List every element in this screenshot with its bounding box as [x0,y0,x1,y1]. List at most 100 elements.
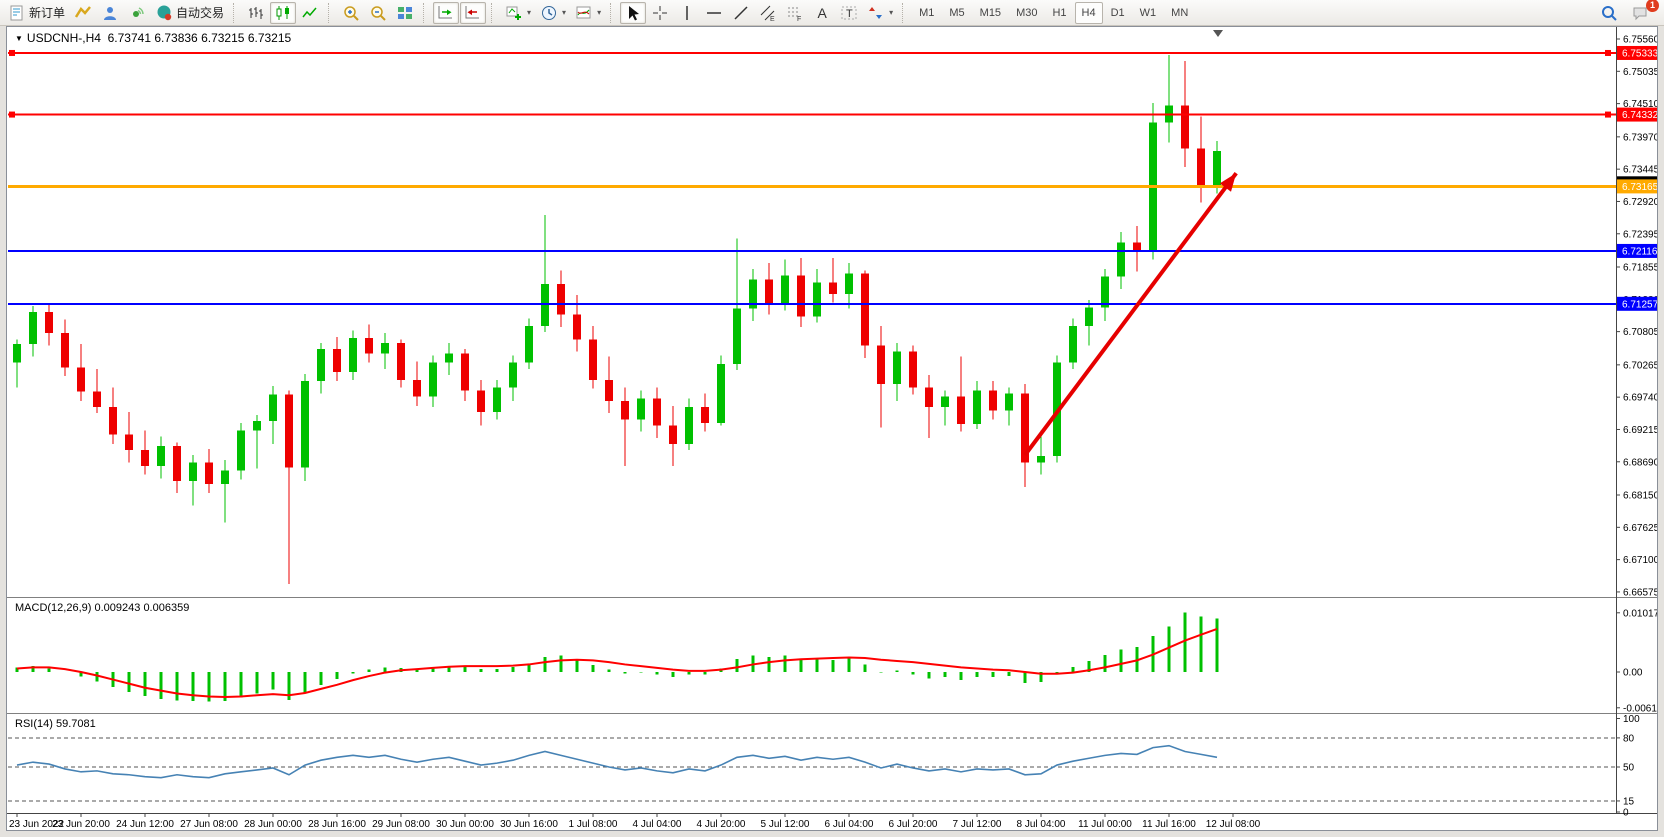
tf-m15[interactable]: M15 [979,6,1002,19]
templates-button[interactable]: ▾ [571,2,605,24]
svg-text:29 Jun 08:00: 29 Jun 08:00 [372,819,430,830]
horizontal-line-button[interactable] [701,2,727,24]
vertical-line-button[interactable] [674,2,700,24]
trendline-button[interactable] [728,2,754,24]
search-button[interactable] [1596,2,1622,24]
tile-windows-button[interactable] [392,2,418,24]
svg-text:27 Jun 08:00: 27 Jun 08:00 [180,819,238,830]
svg-text:28 Jun 00:00: 28 Jun 00:00 [244,819,302,830]
tf-m1[interactable]: M1 [919,6,935,19]
tf-mn[interactable]: MN [1171,6,1189,19]
trendline-icon [734,5,748,20]
svg-text:80: 80 [1623,733,1635,744]
signal-icon [133,6,144,17]
svg-text:50: 50 [1623,763,1635,774]
line-chart-button[interactable] [297,2,323,24]
arrows-button[interactable]: ▾ [863,2,897,24]
text-a-icon: A [818,5,828,21]
new-order-button[interactable]: 新订单 [4,2,69,24]
clock-icon [542,5,557,20]
svg-text:1 Jul 08:00: 1 Jul 08:00 [569,819,618,830]
profile-icon [104,6,117,20]
svg-text:6.71257: 6.71257 [1622,299,1657,310]
fibo-icon: F [788,7,801,22]
tf-h4[interactable]: H4 [1074,1,1103,24]
channel-button[interactable]: E [755,2,781,24]
fibonacci-button[interactable]: F [782,2,808,24]
autoscroll-icon [438,5,453,18]
svg-text:6.74332: 6.74332 [1622,110,1657,121]
svg-text:11 Jul 00:00: 11 Jul 00:00 [1078,819,1132,830]
svg-text:6.66575: 6.66575 [1623,587,1657,598]
svg-text:0.00: 0.00 [1623,668,1643,679]
svg-text:24 Jun 12:00: 24 Jun 12:00 [116,819,174,830]
svg-text:6.71855: 6.71855 [1623,263,1657,274]
cursor-icon [629,5,640,20]
signals-button[interactable] [124,2,150,24]
price-chart[interactable]: 6.75560 6.75035 6.74510 6.73970 6.73445 6.729… [7,27,1657,830]
text-button[interactable]: A [809,2,835,24]
chat-button[interactable]: 1 [1628,0,1659,24]
dropdown-arrow-icon: ▾ [527,8,532,17]
candles-icon [276,5,290,20]
svg-text:4 Jul 20:00: 4 Jul 20:00 [697,819,746,830]
svg-text:0: 0 [1623,808,1629,819]
svg-text:6.67625: 6.67625 [1623,523,1657,534]
svg-text:30 Jun 16:00: 30 Jun 16:00 [500,819,558,830]
hline-icon [707,11,722,14]
toolbar-separator [610,2,615,23]
market-watch-button[interactable] [97,2,123,24]
bar-chart-button[interactable] [243,2,269,24]
auto-trading-button[interactable]: 自动交易 [151,2,228,24]
svg-text:15: 15 [1623,796,1635,807]
indicators-icon [506,6,522,20]
svg-text:23 Jun 20:00: 23 Jun 20:00 [52,819,110,830]
indicators-button[interactable]: ▾ [501,2,535,24]
svg-text:6.68690: 6.68690 [1623,457,1657,468]
svg-text:0.010171: 0.010171 [1623,608,1657,619]
svg-text:6.75560: 6.75560 [1623,35,1657,46]
tf-d1[interactable]: D1 [1110,6,1125,19]
vline-icon [686,5,688,20]
svg-text:6.67100: 6.67100 [1623,555,1657,566]
svg-text:6.73165: 6.73165 [1622,182,1657,193]
dropdown-arrow-icon: ▾ [562,8,567,17]
svg-text:100: 100 [1623,714,1640,725]
charts-button[interactable] [70,2,96,24]
autotrade-icon [157,5,172,20]
tf-m5[interactable]: M5 [949,6,965,19]
svg-text:6.69740: 6.69740 [1623,393,1657,404]
chart-shift-button[interactable] [460,1,487,24]
arrows-icon [869,6,883,19]
svg-text:6.73970: 6.73970 [1623,132,1657,143]
tf-m30[interactable]: M30 [1016,6,1038,19]
cursor-button[interactable] [620,1,647,24]
auto-scroll-button[interactable] [433,1,460,24]
crosshair-button[interactable] [647,2,673,24]
svg-text:7 Jul 12:00: 7 Jul 12:00 [953,819,1002,830]
svg-text:4 Jul 04:00: 4 Jul 04:00 [633,819,682,830]
svg-text:12 Jul 08:00: 12 Jul 08:00 [1206,819,1261,830]
zoom-out-button[interactable] [365,2,391,24]
chart-window: 6.75560 6.75035 6.74510 6.73970 6.73445 6.729… [6,26,1658,831]
candle-chart-button[interactable] [270,1,297,24]
svg-text:6.74510: 6.74510 [1623,99,1657,110]
dropdown-arrow-icon: ▾ [597,8,602,17]
tf-w1[interactable]: W1 [1139,6,1157,19]
main-toolbar: 新订单 自动交易 ▾ ▾ ▾ E F A T ▾ M1 M5 M15 M30 H1 H4 D1 W1 MN 1 [0,0,1664,26]
toolbar-right-group: 1 [1596,0,1660,24]
svg-text:6.68150: 6.68150 [1623,491,1657,502]
zoom-in-button[interactable] [338,2,364,24]
svg-text:T: T [846,8,853,20]
new-order-icon [10,5,23,20]
svg-text:F: F [797,16,801,22]
periods-button[interactable]: ▾ [536,2,570,24]
toolbar-separator [328,2,333,23]
svg-text:23 Jun 2022: 23 Jun 2022 [9,819,64,830]
toolbar-separator [491,2,496,23]
linechart-icon [302,7,317,17]
svg-text:6.69215: 6.69215 [1623,425,1657,436]
tf-h1[interactable]: H1 [1052,6,1067,19]
chart-gold-icon [74,5,91,18]
text-label-button[interactable]: T [836,2,862,24]
